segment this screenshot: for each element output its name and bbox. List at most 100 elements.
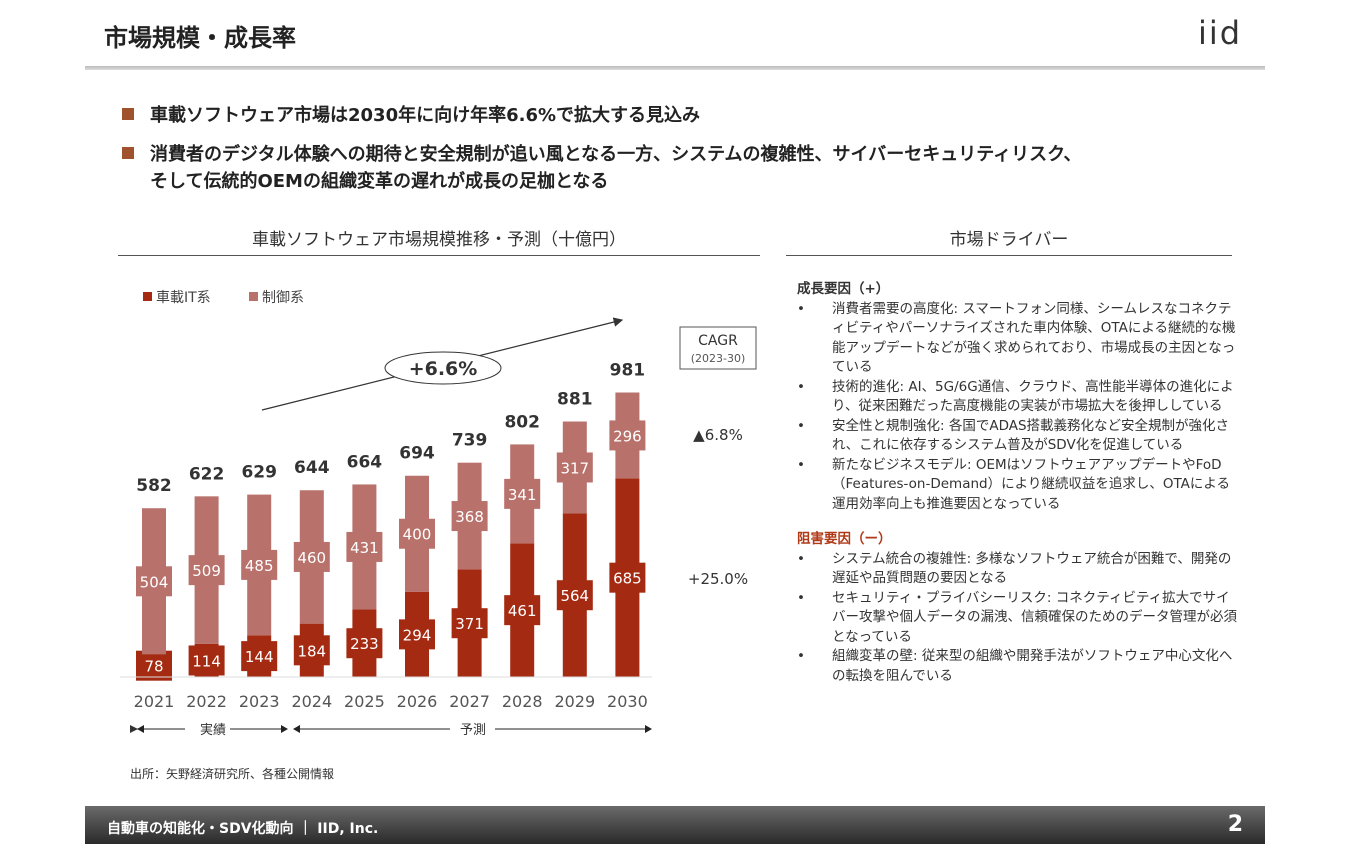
data-label-control: 400 xyxy=(403,526,432,544)
cagr-box xyxy=(679,326,757,370)
data-label-it: 461 xyxy=(508,602,537,620)
data-label-control: 341 xyxy=(508,486,537,504)
data-label-box xyxy=(504,595,541,626)
arrow-head-icon xyxy=(137,725,144,733)
footer-bar: 自動車の知能化・SDV化動向 ｜ IID, Inc. 2 xyxy=(85,806,1265,844)
arrow-head-icon xyxy=(645,725,652,733)
data-label-box xyxy=(241,641,278,672)
list-item: • 消費者需要の高度化: スマートフォン同様、シームレスなコネクティビティやパーソ… xyxy=(797,300,1237,378)
bullet-icon: • xyxy=(797,550,805,567)
list-item-text: 技術的進化: AI、5G/6G通信、クラウド、高性能半導体の進化により、従来困難… xyxy=(832,378,1234,415)
total-label: 739 xyxy=(452,431,488,451)
data-label-it: 371 xyxy=(455,615,484,633)
data-label-it: 144 xyxy=(245,648,274,666)
bars: 78 504 582 2021 114 509 622 2022 144 485 629 2023 18… xyxy=(134,361,648,711)
x-tick-label: 2027 xyxy=(449,692,490,711)
cagr-ellipse xyxy=(384,351,502,385)
bullet-icon: • xyxy=(797,417,805,434)
x-tick-label: 2023 xyxy=(239,692,280,711)
data-label-it: 184 xyxy=(297,642,326,660)
company-logo: iid xyxy=(1198,14,1243,52)
bullet-icon: • xyxy=(797,648,805,664)
drivers-section-divider xyxy=(786,255,1232,256)
data-label-box xyxy=(609,562,646,593)
chart-section-title: 車載ソフトウェア市場規模推移・予測（十億円） xyxy=(252,230,626,250)
list-item-text: システム統合の複雑性: 多様なソフトウェア統合が困難で、開発の遅延や品質問題の要… xyxy=(832,550,1232,587)
control-cagr: ▲6.8% xyxy=(693,426,743,444)
data-label-it: 233 xyxy=(350,635,379,653)
market-drivers: 成長要因（+） • 消費者需要の高度化: スマートフォン同様、シームレスなコネクテ… xyxy=(797,280,1237,686)
data-label-box xyxy=(556,452,593,483)
square-bullet-icon xyxy=(122,108,134,120)
total-label: 981 xyxy=(610,361,646,381)
market-size-chart: 車載IT系 制御系 +6.6% CAGR (2023-30) ▲6.8% +25… xyxy=(120,289,757,738)
page-title: 市場規模・成長率 xyxy=(104,24,296,52)
x-tick-label: 2028 xyxy=(502,692,543,711)
data-label-control: 296 xyxy=(613,427,642,445)
data-label-box xyxy=(241,549,278,580)
total-label: 629 xyxy=(241,463,277,483)
legend-swatch-control xyxy=(249,292,258,301)
list-item-text: 新たなビジネスモデル: OEMはソフトウェアアップデートやFoD（Feature… xyxy=(832,456,1230,512)
list-item: • システム統合の複雑性: 多様なソフトウェア統合が困難で、開発の遅延や品質問題の… xyxy=(797,550,1237,589)
drivers-section-title: 市場ドライバー xyxy=(949,230,1069,250)
x-tick-label: 2024 xyxy=(291,692,332,711)
total-label: 622 xyxy=(189,464,225,484)
data-label-control: 368 xyxy=(455,508,484,526)
growth-factors-title: 成長要因（+） xyxy=(797,281,890,297)
data-label-box xyxy=(504,478,541,509)
data-label-box xyxy=(188,645,225,676)
chart-section-divider xyxy=(118,255,760,256)
data-label-it: 685 xyxy=(613,570,642,588)
bullet-icon: • xyxy=(797,589,805,606)
data-label-box xyxy=(346,531,383,562)
data-label-control: 509 xyxy=(192,562,221,580)
data-label-box xyxy=(556,580,593,611)
data-label-box xyxy=(451,501,488,532)
data-label-box xyxy=(293,635,330,666)
legend-label-it: 車載IT系 xyxy=(156,289,211,306)
data-label-control: 460 xyxy=(297,549,326,567)
arrow-head-icon xyxy=(281,725,288,733)
it-cagr: +25.0% xyxy=(688,570,748,588)
growth-factors-list: • 消費者需要の高度化: スマートフォン同様、シームレスなコネクティビティやパーソ… xyxy=(797,300,1237,515)
source-note: 出所：矢野経済研究所、各種公開情報 xyxy=(130,767,335,781)
total-label: 881 xyxy=(557,390,593,410)
bullet-icon: • xyxy=(797,300,805,317)
list-item-text: 消費者需要の高度化: スマートフォン同様、シームレスなコネクティビティやパーソナ… xyxy=(832,300,1236,376)
x-tick-label: 2029 xyxy=(554,692,595,711)
total-label: 582 xyxy=(136,476,172,496)
data-label-box xyxy=(136,566,172,597)
list-item: • セキュリティ・プライバシーリスク: コネクティビティ拡大でサイバー攻撃や個人デ… xyxy=(797,589,1237,648)
legend-swatch-it xyxy=(143,292,152,301)
actual-label: 実績 xyxy=(200,722,226,738)
list-item: • 新たなビジネスモデル: OEMはソフトウェアアップデートやFoD（Featur… xyxy=(797,456,1237,515)
bullet-icon: • xyxy=(797,456,805,473)
data-label-it: 564 xyxy=(560,587,589,605)
data-label-it: 78 xyxy=(144,658,163,676)
data-label-control: 431 xyxy=(350,539,379,557)
total-label: 644 xyxy=(294,458,330,478)
bullet-text: 車載ソフトウェア市場は2030年に向け年率6.6%で拡大する見込み xyxy=(150,105,701,126)
data-label-box xyxy=(399,619,435,650)
list-item-text: 組織変革の壁: 従来型の組織や開発手法がソフトウェア中心文化への転換を阻んでいる xyxy=(832,648,1233,684)
inhibiting-factors-list: • システム統合の複雑性: 多様なソフトウェア統合が困難で、開発の遅延や品質問題の… xyxy=(797,550,1237,687)
data-label-box xyxy=(399,518,435,549)
data-label-control: 485 xyxy=(245,557,274,575)
data-label-box xyxy=(293,541,330,572)
data-label-box xyxy=(451,608,488,639)
inhibiting-factors-title: 阻害要因（ー） xyxy=(797,531,892,547)
cagr-box-title: CAGR xyxy=(698,333,738,349)
data-label-box xyxy=(136,650,172,681)
x-tick-label: 2021 xyxy=(134,692,175,711)
total-label: 664 xyxy=(347,452,383,472)
x-tick-label: 2025 xyxy=(344,692,385,711)
data-label-it: 294 xyxy=(403,626,432,644)
cagr-box-period: (2023-30) xyxy=(691,352,746,365)
data-label-box xyxy=(346,628,383,659)
legend: 車載IT系 制御系 xyxy=(143,289,304,306)
data-label-box xyxy=(609,420,646,451)
list-item: • 技術的進化: AI、5G/6G通信、クラウド、高性能半導体の進化により、従来困… xyxy=(797,378,1237,417)
bullet-text: 消費者のデジタル体験への期待と安全規制が追い風となる一方、システムの複雑性、サイ… xyxy=(150,144,1082,165)
data-label-it: 114 xyxy=(192,652,221,670)
